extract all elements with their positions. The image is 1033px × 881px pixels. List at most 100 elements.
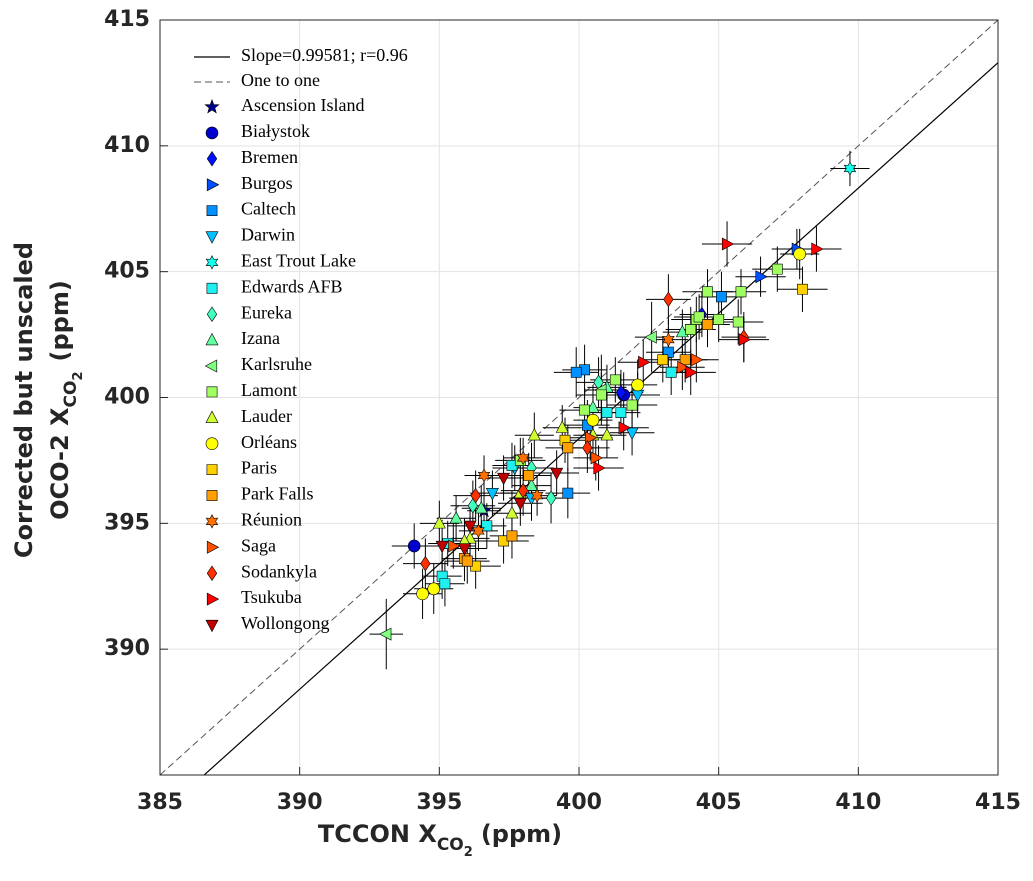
legend-label: Białystok [241, 121, 310, 141]
point [793, 247, 806, 261]
point [470, 560, 482, 572]
point [618, 421, 631, 435]
legend-marker [205, 514, 219, 529]
y-axis-label-line2: OCO-2 XCO2(ppm) [46, 280, 86, 520]
point [685, 365, 698, 379]
point [691, 353, 704, 367]
point [457, 543, 471, 556]
x-tick-label: 400 [556, 790, 602, 815]
legend: Slope=0.99581; r=0.96 One to one Ascension… [194, 45, 408, 633]
legend-label: Burgos [241, 173, 293, 193]
y-tick-label: 390 [104, 636, 150, 661]
point [843, 161, 857, 176]
point [498, 535, 509, 547]
point [702, 286, 713, 298]
point [448, 539, 461, 553]
legend-label: Izana [241, 328, 280, 348]
fit-line [203, 62, 998, 775]
point [461, 555, 473, 567]
point [485, 488, 499, 501]
point [562, 487, 574, 499]
legend-label: Paris [241, 458, 277, 478]
legend-marker [206, 178, 220, 192]
legend-label: Park Falls [241, 484, 314, 504]
point [685, 324, 697, 335]
legend-label: Sodankyla [241, 561, 317, 581]
point [427, 582, 441, 596]
legend-label: Eureka [241, 302, 292, 322]
point [523, 470, 535, 481]
point [609, 374, 621, 386]
y-tick-label: 395 [104, 510, 150, 535]
legend-label: Lamont [241, 380, 297, 400]
point [505, 506, 519, 519]
point [797, 283, 808, 295]
legend-label: Edwards AFB [241, 276, 343, 296]
point [562, 442, 574, 454]
y-tick-label: 410 [104, 133, 150, 158]
point [662, 332, 675, 347]
point [771, 263, 783, 275]
point [474, 500, 488, 514]
x-tick-label: 390 [277, 790, 323, 815]
legend-label: Réunion [241, 510, 302, 530]
x-axis-label: TCCON XCO2(ppm) [318, 820, 562, 860]
y-tick-label: 400 [104, 385, 150, 410]
point [631, 378, 644, 392]
point [585, 431, 598, 445]
legend-marker [206, 306, 218, 322]
legend-marker [204, 98, 220, 114]
legend-label: Ascension Island [241, 95, 364, 115]
point [679, 354, 691, 366]
x-tick-label: 410 [835, 790, 881, 815]
legend-marker [206, 386, 218, 398]
legend-marker [206, 490, 218, 501]
point [570, 366, 582, 378]
point [517, 482, 529, 499]
point [721, 237, 735, 251]
point [416, 587, 429, 601]
legend-label: Caltech [241, 199, 296, 219]
point [677, 360, 690, 374]
point [663, 291, 674, 308]
legend-label: Orléans [241, 432, 297, 452]
point [811, 242, 824, 256]
point [657, 354, 669, 366]
legend-label: East Trout Lake [241, 251, 356, 271]
point [439, 578, 451, 590]
point [506, 460, 518, 471]
reference-lines [160, 20, 998, 775]
point [735, 286, 747, 298]
x-tick-label: 415 [975, 790, 1021, 815]
point [600, 428, 614, 441]
legend-marker [206, 592, 220, 606]
legend-marker [204, 359, 218, 373]
point [601, 407, 613, 418]
y-axis-label: Corrected but unscaled OCO-2 XCO2(ppm) [10, 242, 86, 558]
legend-marker [205, 437, 219, 450]
point [644, 330, 657, 344]
points [369, 150, 870, 670]
point [586, 413, 600, 427]
legend-marker [206, 565, 218, 581]
point [506, 530, 518, 542]
point [595, 389, 607, 401]
point [550, 467, 564, 481]
point [420, 555, 431, 572]
point [463, 520, 477, 534]
legend-label: One to one [241, 70, 320, 90]
point [579, 404, 590, 416]
point [626, 399, 638, 411]
one-to-one-line [160, 20, 998, 775]
point [407, 539, 421, 553]
legend-label: Bremen [241, 147, 298, 167]
point [665, 366, 677, 378]
point [513, 498, 527, 511]
point [702, 319, 713, 330]
x-tick-label: 385 [137, 790, 183, 815]
legend-marker [205, 410, 219, 423]
point [527, 428, 541, 441]
point [713, 314, 725, 325]
y-tick-label: 405 [104, 259, 150, 284]
point [525, 478, 539, 491]
